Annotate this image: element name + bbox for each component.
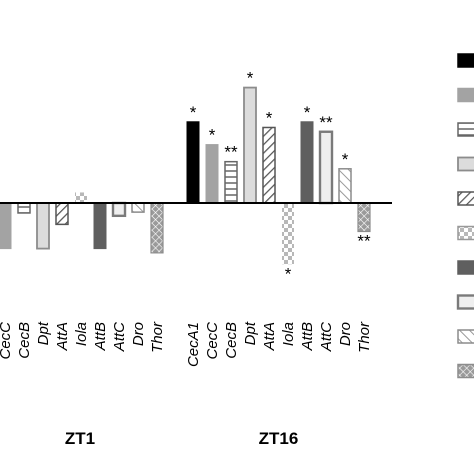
bar-zt1-thor — [150, 202, 164, 254]
bar-zt16-attc — [318, 130, 334, 205]
tick-label-atta: AttA — [54, 322, 71, 351]
tick-label-attb: AttB — [299, 322, 316, 351]
bar-zt1-dpt — [36, 202, 50, 250]
significance-mark: * — [190, 103, 197, 122]
legend-swatch — [456, 294, 474, 310]
bar-zt16-iola — [282, 203, 294, 265]
tick-label-iola: Iola — [280, 322, 297, 346]
legend-swatch — [457, 260, 474, 275]
bar-zt16-thor — [357, 202, 371, 233]
tick-label-cecb: CecB — [223, 322, 240, 359]
bar-zt1-atta — [55, 202, 69, 226]
bar-zt1-attb — [93, 202, 107, 250]
tick-label-iola: Iola — [73, 322, 90, 346]
significance-mark: ** — [224, 143, 238, 162]
legend-swatch — [457, 329, 474, 344]
tick-label-dro: Dro — [130, 322, 147, 346]
legend-swatch — [457, 53, 474, 68]
tick-label-ceca1: CecA1 — [185, 322, 202, 367]
tick-label-attc: AttC — [318, 322, 335, 352]
bar-zt16-dro — [338, 168, 352, 204]
significance-mark: * — [209, 126, 216, 145]
bar-zt1-cecb — [17, 202, 31, 214]
tick-label-attc: AttC — [111, 322, 128, 352]
tick-label-thor: Thor — [149, 321, 166, 353]
legend-swatch — [457, 225, 474, 241]
tick-label-cecc: CecC — [204, 322, 221, 360]
significance-mark: * — [247, 69, 254, 88]
group-label-zt16: ZT16 — [259, 429, 299, 448]
tick-label-attb: AttB — [92, 322, 109, 351]
legend-swatch — [457, 191, 474, 206]
bar-zt1-cecc — [0, 202, 12, 250]
tick-label-dpt: Dpt — [242, 321, 259, 345]
significance-mark: * — [304, 103, 311, 122]
bar-layer: ************* — [0, 69, 371, 283]
bar-zt16-ceca1 — [186, 121, 200, 204]
bar-zt1-iola — [75, 192, 87, 203]
legend-swatch — [457, 156, 474, 172]
tick-label-thor: Thor — [356, 321, 373, 353]
tick-label-layer: CecC CecB Dpt AttA Iola AttB AttC Dro ThorZT1Cec… — [0, 321, 373, 448]
bar-zt16-attb — [300, 121, 314, 204]
bar-zt1-dro — [131, 202, 145, 213]
tick-label-cecb: CecB — [16, 322, 33, 359]
tick-label-atta: AttA — [261, 322, 278, 351]
legend — [456, 53, 474, 379]
bar-zt16-cecb — [224, 160, 238, 204]
bar-zt16-cecc — [205, 144, 219, 204]
tick-label-dro: Dro — [337, 322, 354, 346]
bar-zt1-attc — [111, 201, 127, 218]
legend-swatch — [457, 122, 474, 137]
tick-label-dpt: Dpt — [35, 321, 52, 345]
bar-zt16-atta — [262, 126, 276, 204]
legend-swatch — [457, 363, 474, 379]
bar-zt16-dpt — [243, 86, 257, 204]
significance-mark: * — [342, 150, 349, 169]
significance-mark: * — [285, 264, 292, 283]
significance-mark: ** — [319, 113, 333, 132]
significance-mark: * — [266, 108, 273, 127]
significance-mark: ** — [357, 232, 371, 251]
legend-swatch — [457, 87, 474, 103]
tick-label-cecc: CecC — [0, 322, 14, 360]
group-label-zt1: ZT1 — [65, 429, 95, 448]
